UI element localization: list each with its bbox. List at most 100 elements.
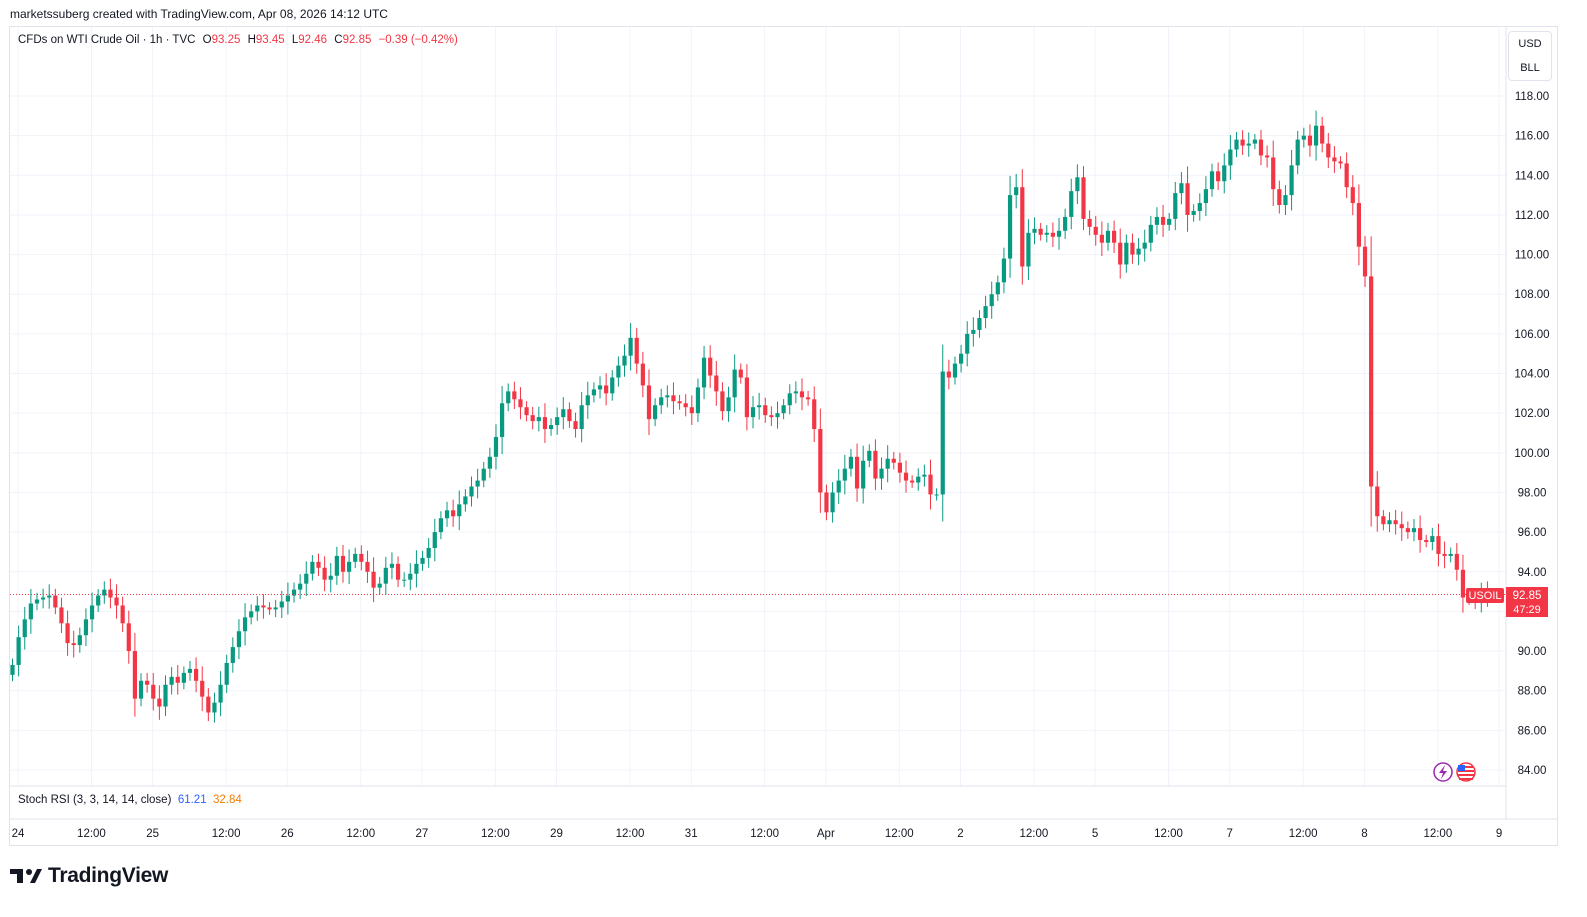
candle xyxy=(1216,162,1221,191)
price-tick-label: 86.00 xyxy=(1518,725,1547,737)
candle-body xyxy=(224,662,229,685)
candle-body xyxy=(659,397,664,406)
candle-body xyxy=(395,563,401,580)
candle-body xyxy=(96,595,101,606)
stoch-rsi-name[interactable]: Stoch RSI (3, 3, 14, 14, close) xyxy=(18,794,172,806)
candle xyxy=(1350,175,1355,216)
candle xyxy=(249,604,254,625)
us-flag-icon[interactable] xyxy=(1456,762,1476,782)
candle xyxy=(1154,207,1160,235)
price-axis[interactable]: 84.0086.0088.0090.0092.0094.0096.0098.00… xyxy=(1514,91,1549,777)
candle xyxy=(71,630,76,658)
candle xyxy=(640,351,645,398)
candle xyxy=(408,563,413,591)
candle xyxy=(359,545,364,571)
candle-body xyxy=(561,409,566,418)
candle-body xyxy=(585,395,590,406)
candle-body xyxy=(769,415,774,418)
candle xyxy=(1356,184,1361,266)
candle xyxy=(799,378,805,411)
candle-body xyxy=(940,371,945,495)
candle-body xyxy=(548,425,554,430)
candle xyxy=(1130,233,1135,264)
candle xyxy=(885,445,890,483)
candle-body xyxy=(1075,177,1080,192)
candle xyxy=(285,582,290,615)
candle-body xyxy=(1313,125,1319,146)
candle xyxy=(1265,145,1270,168)
candle-body xyxy=(1424,540,1429,543)
candle xyxy=(298,574,303,600)
candle-body xyxy=(793,391,798,394)
candle xyxy=(848,448,854,477)
symbol-badge xyxy=(1466,588,1504,603)
candle xyxy=(389,552,395,580)
candle xyxy=(750,396,756,429)
candle xyxy=(763,397,768,423)
candle xyxy=(1246,132,1251,157)
price-tick-label: 114.00 xyxy=(1515,170,1549,182)
price-badge[interactable]: USOIL 92.85 47:29 xyxy=(1466,587,1548,617)
candle xyxy=(371,557,376,603)
candle xyxy=(255,596,260,621)
candle xyxy=(1424,534,1429,548)
candle-body xyxy=(1411,528,1417,533)
candle-body xyxy=(71,643,76,646)
candle-body xyxy=(481,468,486,481)
candle-body xyxy=(389,563,395,568)
candle xyxy=(230,637,235,673)
candle-body xyxy=(757,405,762,408)
candle-body xyxy=(1154,216,1160,225)
candle xyxy=(126,610,131,664)
time-tick-label: 31 xyxy=(685,828,698,840)
candle xyxy=(457,490,462,531)
candle xyxy=(28,589,33,634)
tradingview-logo[interactable]: TradingView xyxy=(10,864,168,888)
candle xyxy=(102,581,107,604)
lightning-icon[interactable] xyxy=(1433,762,1453,782)
stoch-rsi-legend: Stoch RSI (3, 3, 14, 14, close) 61.21 32… xyxy=(18,794,242,806)
candle-body xyxy=(885,458,890,469)
time-tick-label: 12:00 xyxy=(346,828,375,840)
candle-body xyxy=(1136,248,1141,255)
candle-body xyxy=(1001,258,1007,283)
candle xyxy=(787,384,792,415)
candle xyxy=(1007,175,1013,278)
candle-body xyxy=(1050,232,1055,237)
candle-body xyxy=(983,306,988,319)
candle xyxy=(769,406,774,426)
candle xyxy=(169,667,174,695)
candle-body xyxy=(512,391,517,400)
candle xyxy=(1332,145,1337,173)
candle-body xyxy=(1448,553,1453,556)
candle-body xyxy=(1301,135,1306,140)
candle-body xyxy=(444,510,450,519)
candle xyxy=(1056,217,1062,250)
candle-body xyxy=(114,597,119,606)
candle xyxy=(824,484,829,521)
candle-body xyxy=(1228,149,1233,166)
time-axis[interactable]: 24 12:00 25 12:00 26 12:00 27 12:00 29 12:00 31 12:… xyxy=(12,828,1503,840)
candle xyxy=(873,439,878,491)
candle-body xyxy=(1252,139,1257,144)
candle xyxy=(989,281,994,319)
candle xyxy=(151,672,156,711)
currency-unit-selector[interactable]: USD BLL xyxy=(1508,31,1552,81)
unit-label[interactable]: BLL xyxy=(1520,62,1540,74)
candle xyxy=(132,633,137,717)
currency-label[interactable]: USD xyxy=(1518,38,1542,50)
symbol-description[interactable]: CFDs on WTI Crude Oil · 1h · TVC xyxy=(18,34,196,46)
candle xyxy=(946,359,951,390)
candle xyxy=(1185,166,1190,232)
candle-body xyxy=(1105,230,1111,243)
time-tick-label: 25 xyxy=(146,828,159,840)
candle xyxy=(383,556,388,595)
price-tick-label: 98.00 xyxy=(1518,487,1547,499)
candle xyxy=(542,403,548,443)
candle-body xyxy=(310,561,315,574)
candle xyxy=(47,584,52,609)
time-tick-label: 12:00 xyxy=(77,828,106,840)
candle-body xyxy=(1326,143,1331,158)
candle xyxy=(836,469,841,504)
